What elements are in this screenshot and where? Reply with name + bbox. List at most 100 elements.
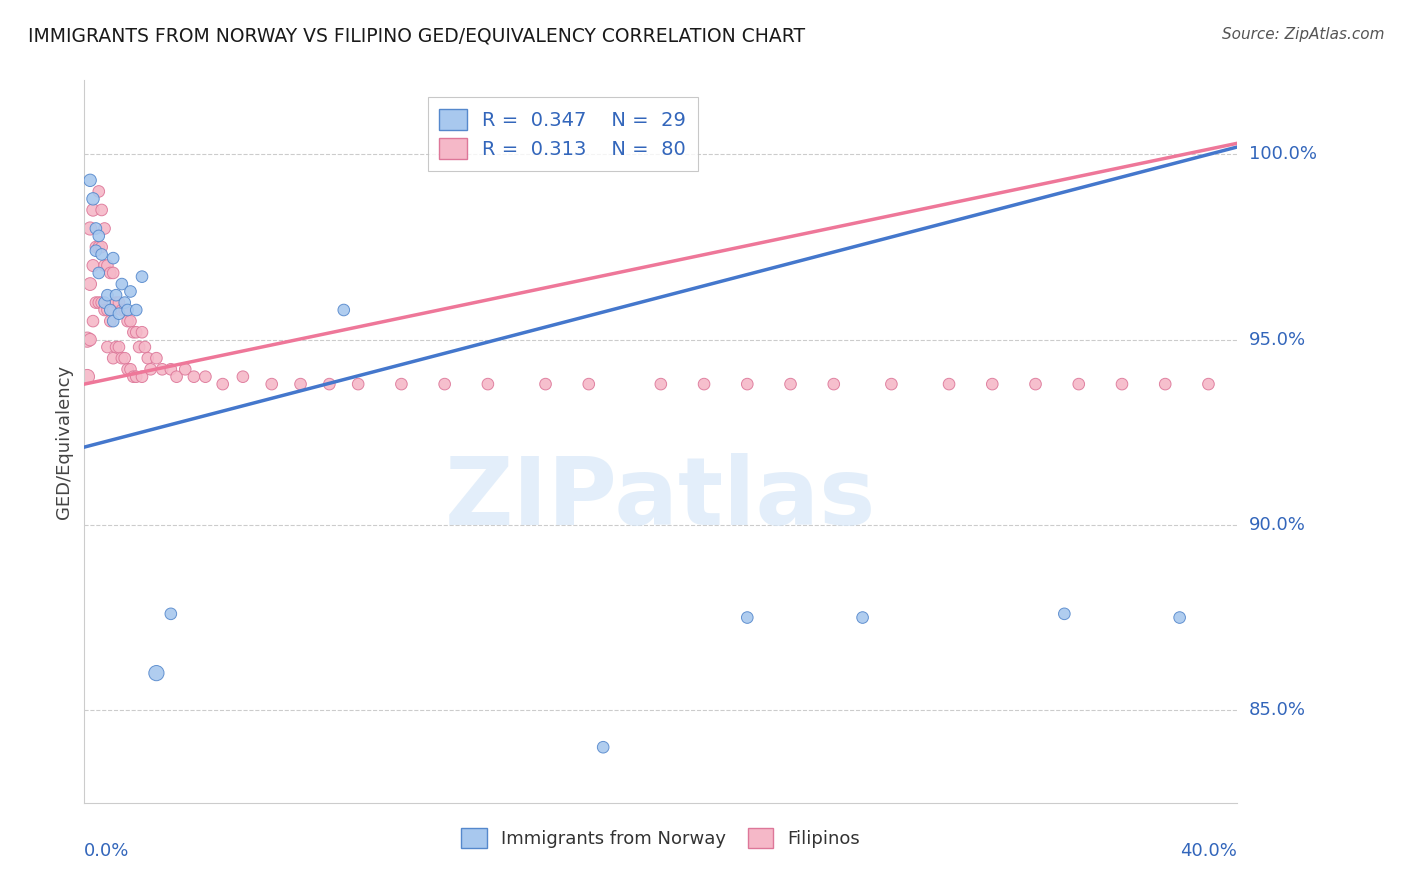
Point [103,351,124,366]
Point [128,340,150,354]
Point [125,369,148,384]
Point [103,251,124,265]
Point [166,369,188,384]
Point [1053,607,1076,621]
Point [1111,377,1133,392]
Point [117,303,139,318]
Point [232,369,254,384]
Point [105,288,128,302]
Point [160,607,183,621]
Point [779,377,801,392]
Point [125,325,148,339]
Point [93,259,115,273]
Text: IMMIGRANTS FROM NORWAY VS FILIPINO GED/EQUIVALENCY CORRELATION CHART: IMMIGRANTS FROM NORWAY VS FILIPINO GED/E… [28,27,806,45]
Point [84,295,107,310]
Point [125,303,148,318]
Text: 0.0%: 0.0% [84,842,129,860]
Text: 100.0%: 100.0% [1249,145,1317,163]
Point [117,362,139,376]
Point [145,351,167,366]
Point [108,340,131,354]
Point [194,369,217,384]
Y-axis label: GED/Equivalency: GED/Equivalency [55,365,73,518]
Point [87,240,110,254]
Point [96,340,118,354]
Point [1212,814,1234,829]
Point [160,362,183,376]
Point [111,303,134,318]
Point [87,295,110,310]
Point [103,303,124,318]
Legend: Immigrants from Norway, Filipinos: Immigrants from Norway, Filipinos [454,821,868,855]
Point [134,340,156,354]
Point [592,740,614,755]
Point [82,192,104,206]
Point [98,314,121,328]
Point [145,666,167,681]
Point [76,333,98,347]
Point [737,377,759,392]
Point [90,240,112,254]
Point [90,202,112,217]
Point [114,303,136,318]
Point [98,303,121,318]
Point [1168,610,1191,624]
Point [111,351,134,366]
Text: 95.0%: 95.0% [1249,331,1306,349]
Point [103,266,124,280]
Point [211,377,233,392]
Point [108,295,131,310]
Point [131,269,153,284]
Point [79,221,101,235]
Point [79,333,101,347]
Point [84,240,107,254]
Point [131,325,153,339]
Point [114,351,136,366]
Point [82,259,104,273]
Point [938,377,960,392]
Point [105,295,128,310]
Point [114,295,136,310]
Point [93,221,115,235]
Point [87,185,110,199]
Point [111,277,134,291]
Point [82,314,104,328]
Text: 40.0%: 40.0% [1181,842,1237,860]
Point [139,362,162,376]
Point [650,377,672,392]
Point [183,369,205,384]
Point [477,377,499,392]
Text: ZIPatlas: ZIPatlas [446,453,876,545]
Point [1025,377,1047,392]
Point [290,377,312,392]
Point [105,340,128,354]
Point [84,221,107,235]
Text: 85.0%: 85.0% [1249,701,1306,719]
Point [391,377,413,392]
Point [98,266,121,280]
Point [79,173,101,187]
Point [103,314,124,328]
Point [880,377,903,392]
Point [136,351,159,366]
Point [120,362,142,376]
Point [96,259,118,273]
Point [433,377,456,392]
Point [90,295,112,310]
Point [93,295,115,310]
Point [122,325,145,339]
Point [578,377,600,392]
Point [1154,377,1177,392]
Point [1067,377,1090,392]
Point [260,377,283,392]
Point [120,285,142,299]
Point [737,610,759,624]
Point [823,377,845,392]
Point [1198,377,1220,392]
Point [93,303,115,318]
Point [534,377,557,392]
Point [333,303,356,318]
Point [347,377,370,392]
Point [108,307,131,321]
Point [79,277,101,291]
